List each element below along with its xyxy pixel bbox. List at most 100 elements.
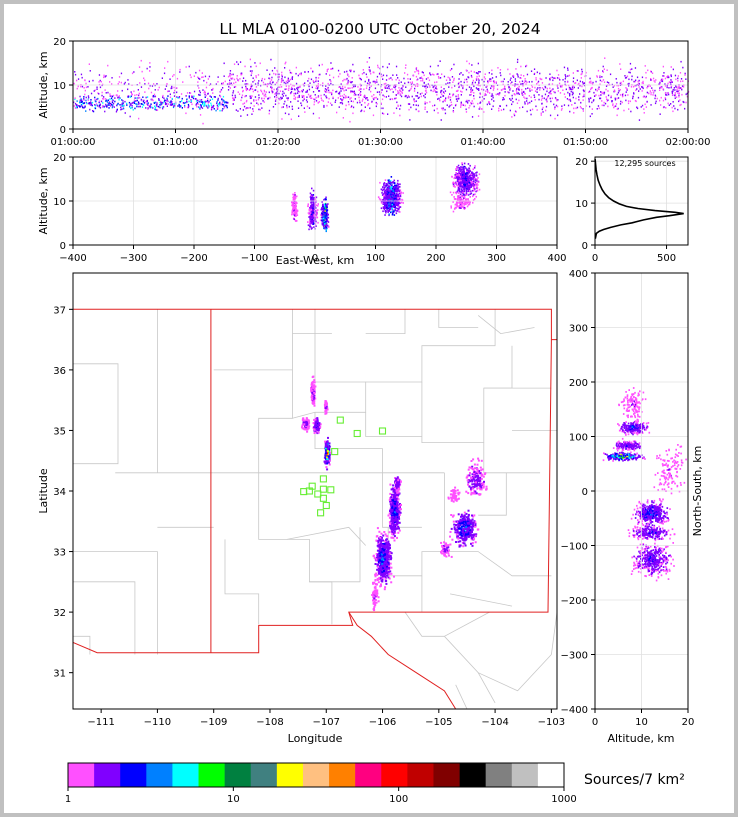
source-cell <box>452 201 454 203</box>
source-cell <box>464 104 466 107</box>
source-cell <box>310 209 312 211</box>
source-cell <box>628 71 630 74</box>
source-cell <box>453 185 455 187</box>
source-cell <box>503 78 505 80</box>
source-cell <box>240 99 242 102</box>
y-tick-label: 20 <box>575 157 588 168</box>
source-cell <box>150 91 153 94</box>
source-cell <box>177 105 179 107</box>
source-cell <box>577 70 579 72</box>
source-cell <box>386 204 389 206</box>
source-cell <box>188 96 190 99</box>
source-cell <box>94 89 96 92</box>
source-cell <box>296 212 298 215</box>
source-cell <box>138 92 140 95</box>
source-cell <box>189 74 191 76</box>
source-cell <box>461 195 463 198</box>
source-cell <box>680 103 682 106</box>
source-cell <box>274 93 276 95</box>
source-cell <box>670 86 672 89</box>
source-cell <box>654 97 656 100</box>
source-cell <box>407 81 409 84</box>
source-cell <box>286 104 288 107</box>
source-cell <box>279 86 281 88</box>
source-cell <box>298 115 300 117</box>
source-cell <box>313 388 316 391</box>
source-cell <box>311 391 314 394</box>
source-cell <box>556 69 558 72</box>
source-cell <box>553 103 555 106</box>
source-cell <box>167 103 169 105</box>
source-cell <box>121 103 123 106</box>
source-cell <box>317 85 319 87</box>
source-cell <box>332 89 334 92</box>
source-cell <box>198 90 201 92</box>
source-cell <box>283 103 285 105</box>
source-cell <box>243 102 246 104</box>
source-cell <box>392 187 395 190</box>
source-cell <box>234 85 237 88</box>
source-cell <box>387 211 389 213</box>
source-cell <box>221 82 223 85</box>
source-cell <box>153 93 156 96</box>
source-cell <box>383 188 385 191</box>
source-cell <box>367 99 369 101</box>
source-cell <box>476 75 478 78</box>
source-cell <box>308 222 311 224</box>
source-cell <box>460 207 462 209</box>
source-cell <box>572 77 575 79</box>
source-cell <box>469 174 471 177</box>
source-cell <box>458 97 460 100</box>
source-cell <box>554 97 557 99</box>
source-cell <box>127 95 129 97</box>
source-cell <box>483 76 486 78</box>
source-cell <box>294 96 297 99</box>
source-cell <box>464 166 466 168</box>
source-cell <box>667 102 669 105</box>
source-cell <box>454 174 456 176</box>
source-cell <box>392 74 394 76</box>
source-cell <box>373 94 375 96</box>
source-cell <box>453 79 455 82</box>
source-cell <box>659 82 661 85</box>
source-cell <box>514 80 517 82</box>
source-cell <box>525 65 527 68</box>
source-cell <box>326 220 328 223</box>
source-cell <box>280 78 283 81</box>
source-cell <box>436 107 438 110</box>
source-cell <box>541 97 543 99</box>
source-cell <box>111 101 114 104</box>
source-cell <box>359 92 361 95</box>
source-cell <box>396 204 398 206</box>
source-cell <box>539 87 541 89</box>
source-cell <box>217 81 219 83</box>
source-cell <box>322 212 324 215</box>
x-tick-label: 300 <box>487 253 506 264</box>
source-cell <box>572 88 574 90</box>
source-cell <box>111 100 113 103</box>
source-cell <box>460 94 462 96</box>
source-cell <box>193 95 195 98</box>
source-cell <box>395 207 397 210</box>
source-cell <box>293 218 295 220</box>
source-cell <box>85 86 88 89</box>
source-cell <box>465 194 467 196</box>
source-cell <box>460 199 463 202</box>
source-cell <box>617 97 620 99</box>
source-cell <box>549 97 551 100</box>
source-cell <box>434 104 436 107</box>
source-cell <box>197 84 199 87</box>
source-cell <box>679 99 681 101</box>
source-cell <box>133 100 136 103</box>
source-cell <box>424 108 426 110</box>
source-cell <box>656 97 658 100</box>
source-cell <box>456 166 458 168</box>
source-cell <box>130 107 132 110</box>
source-cell <box>385 210 387 212</box>
source-cell <box>490 80 492 82</box>
source-cell <box>315 96 317 99</box>
source-cell <box>400 201 403 204</box>
source-cell <box>117 90 119 92</box>
source-cell <box>645 106 647 108</box>
source-cell <box>324 90 327 93</box>
